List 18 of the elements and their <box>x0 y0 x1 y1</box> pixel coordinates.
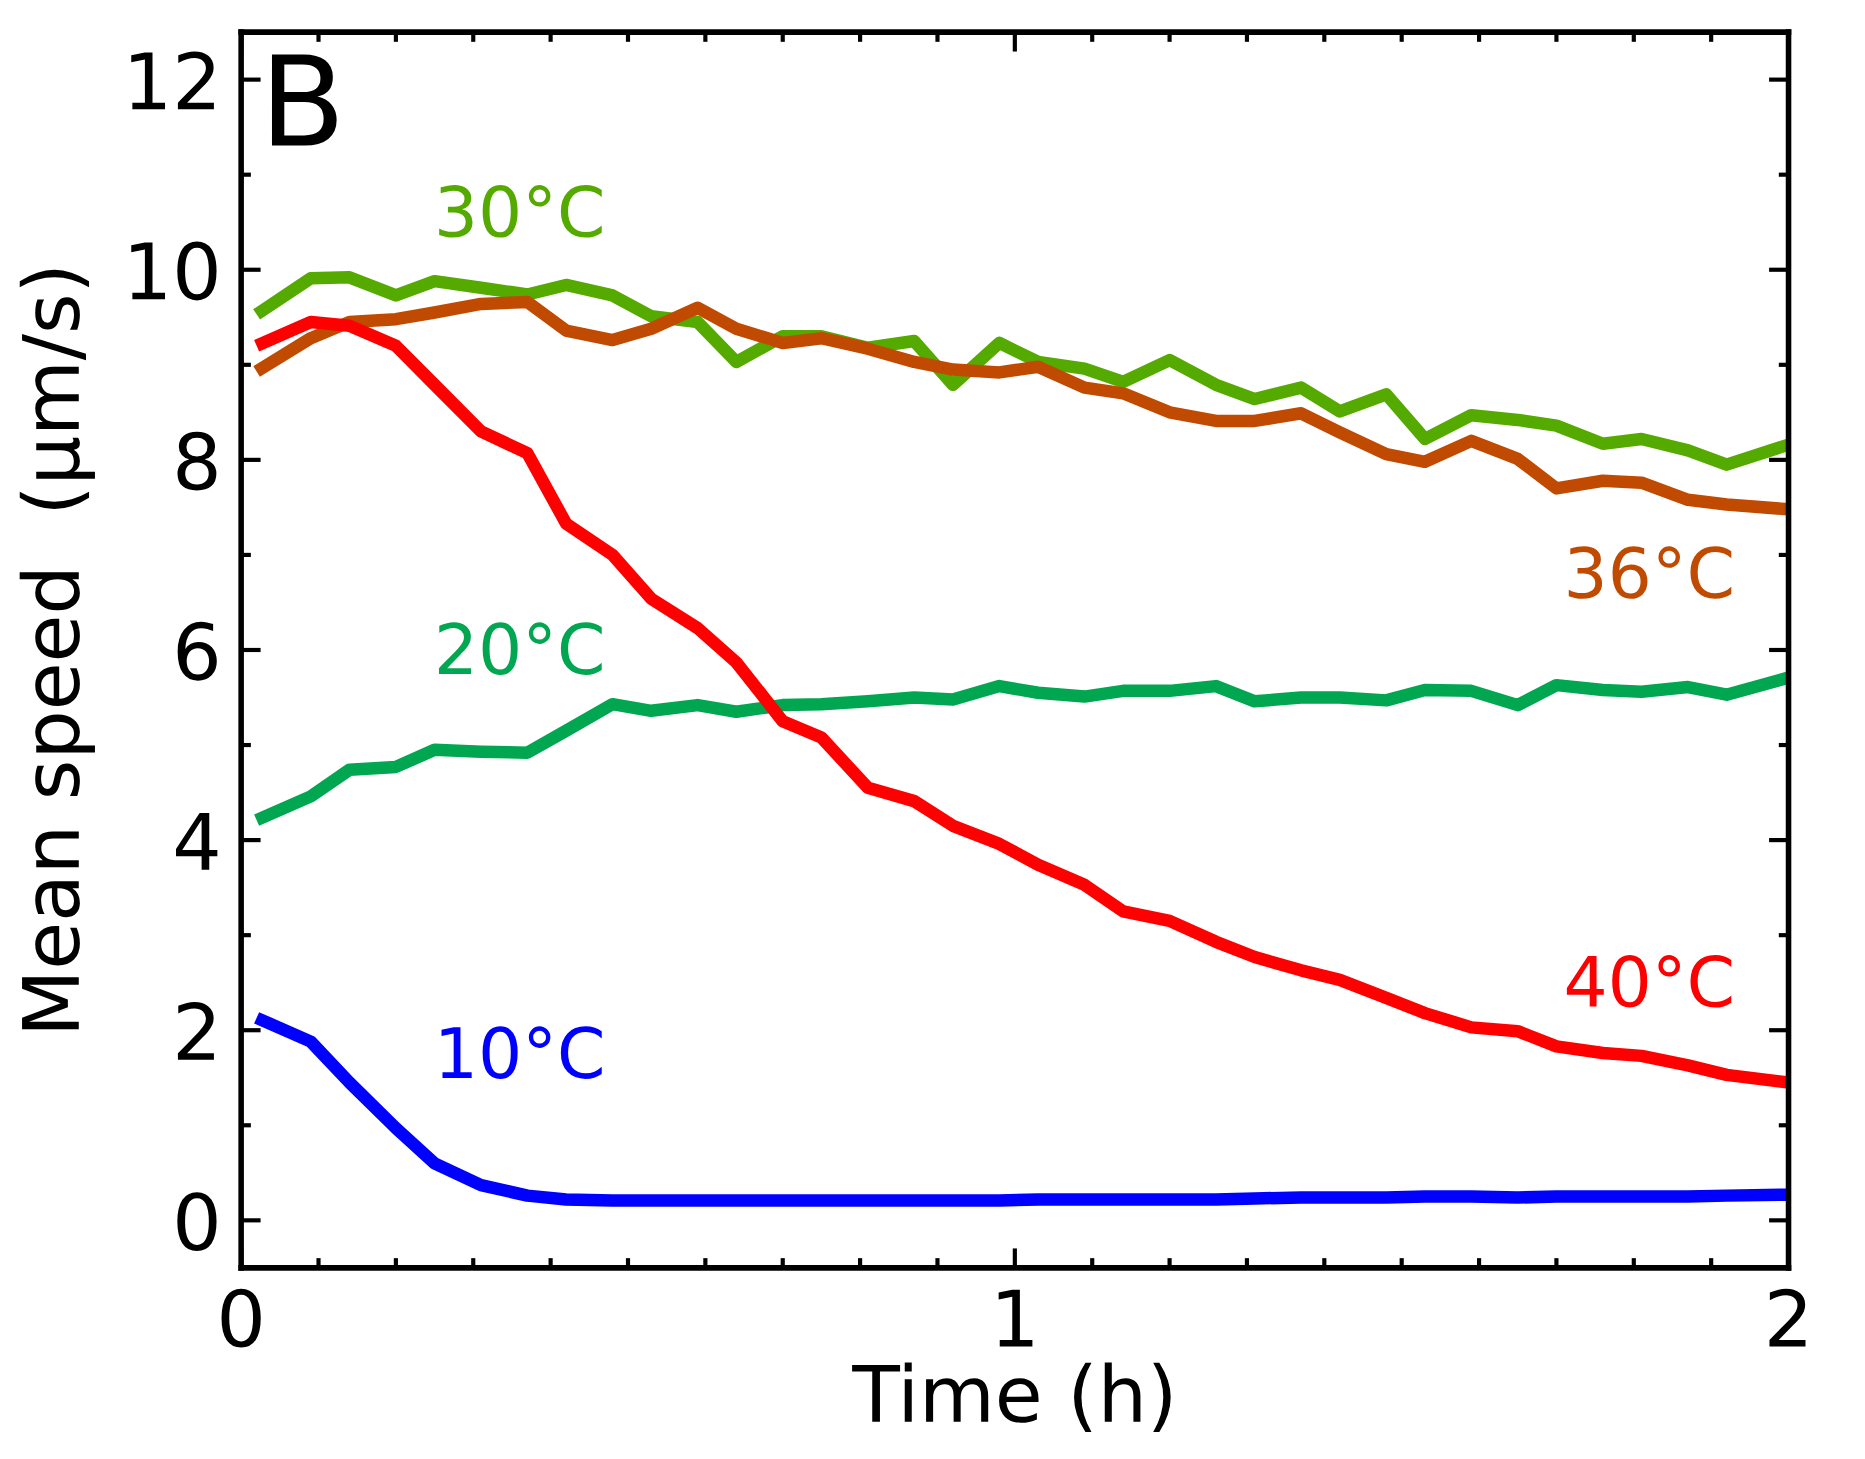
y-tick-label: 2 <box>177 1002 214 1060</box>
y-tick-label: 6 <box>177 621 217 681</box>
series-label: 30°C <box>439 185 602 238</box>
x-axis-title: Time (h) <box>852 1362 1171 1432</box>
series-label: 40°C <box>1566 955 1732 1008</box>
x-tick-label: 0 <box>221 1288 261 1348</box>
series-label: 10°C <box>441 1026 602 1079</box>
y-tick-label: 8 <box>177 431 217 491</box>
y-tick-label: 10 <box>131 241 217 301</box>
y-tick-label: 4 <box>176 812 218 870</box>
y-tick-label: 0 <box>177 1192 217 1251</box>
y-tick-label: 12 <box>131 51 214 110</box>
series-label: 20°C <box>438 622 602 675</box>
x-tick-label: 1 <box>998 1289 1033 1347</box>
annotation: B <box>271 54 337 146</box>
y-axis-title: Mean speed (μm/s) <box>19 269 95 1030</box>
x-tick-label: 2 <box>1769 1288 1806 1347</box>
series-label: 36°C <box>1568 546 1732 599</box>
